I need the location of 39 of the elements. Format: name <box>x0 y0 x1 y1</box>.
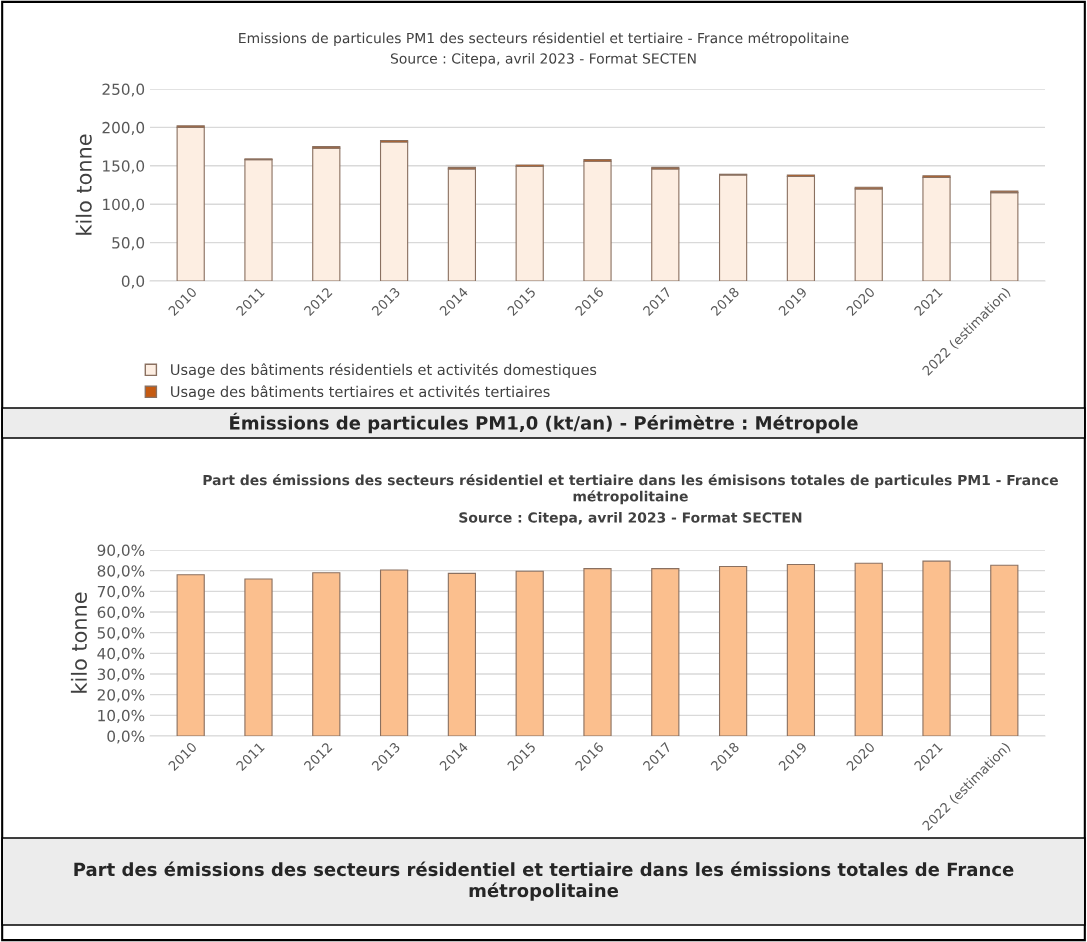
bar <box>651 168 680 281</box>
bar <box>583 160 612 281</box>
y-tick-label: 0,0 <box>121 275 145 289</box>
y-tick-label: 20,0% <box>97 689 145 703</box>
chart-subtitle: Source : Citepa, avril 2023 - Format SECTEN <box>390 53 696 67</box>
text: Émissions de particules PM1,0 (kt/an) - Périmètre : Métropole <box>230 412 858 434</box>
y-tick-label: 40,0% <box>97 647 145 661</box>
bar <box>922 176 951 281</box>
bar <box>515 166 544 281</box>
legend-label: Usage des bâtiments tertiaires et activités tertiaires <box>171 385 550 400</box>
bar <box>176 126 205 281</box>
bar <box>990 192 1019 281</box>
y-tick-label: 200,0 <box>102 121 145 135</box>
y-axis-title: kilo tonne <box>70 592 88 693</box>
y-tick-label: 60,0% <box>97 606 145 620</box>
y-tick-label: 10,0% <box>98 709 145 723</box>
bar <box>312 147 341 281</box>
text: Part des émissions des secteurs résidentiel et tertiaire dans les émissions totales de France métropolitaine <box>74 861 1014 901</box>
y-tick-label: 80,0% <box>97 565 145 579</box>
bar <box>447 168 477 281</box>
y-tick-label: 50,0 <box>112 237 145 251</box>
bar <box>718 174 748 281</box>
legend-label: Usage des bâtiments résidentiels et activités domestiques <box>171 363 597 378</box>
chart-subtitle: Source : Citepa, avril 2023 - Format SECTEN <box>459 512 802 526</box>
y-tick-label: 50,0% <box>97 627 145 641</box>
bar <box>379 141 409 281</box>
chart-title: Part des émissions des secteurs résidentiel et tertiaire dans les émisisons totales de particules PM1 - France métropolitaine <box>203 474 1058 505</box>
y-tick-label: 150,0 <box>103 160 145 174</box>
bar <box>786 175 816 281</box>
y-axis-title: kilo tonne <box>75 134 92 235</box>
chart-title: Emissions de particules PM1 des secteurs résidentiel et tertiaire - France métropolitaine <box>239 32 849 46</box>
y-tick-label: 90,0% <box>97 544 145 558</box>
bar <box>854 188 883 281</box>
y-tick-label: 0,0% <box>107 730 145 744</box>
y-tick-label: 30,0% <box>97 668 145 682</box>
y-tick-label: 250,0 <box>102 83 145 97</box>
y-tick-label: 100,0 <box>103 198 145 212</box>
y-tick-label: 70,0% <box>97 585 145 599</box>
bar <box>244 159 273 281</box>
